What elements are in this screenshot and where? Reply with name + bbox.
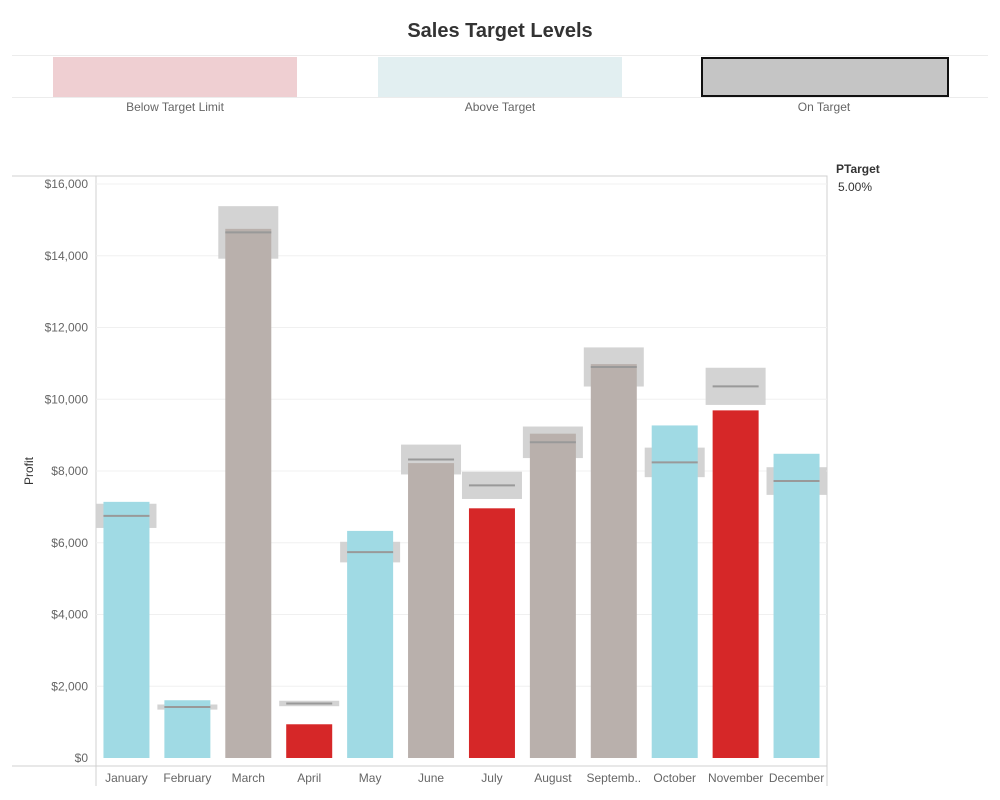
y-tick-label: $16,000 (45, 177, 89, 191)
x-tick-label: November (708, 771, 763, 785)
x-tick-label: March (232, 771, 265, 785)
parameter-name: PTarget (836, 162, 880, 176)
y-tick-label: $0 (75, 751, 89, 765)
bar (347, 530, 394, 758)
x-tick-label: August (534, 771, 572, 785)
x-tick-label: April (297, 771, 321, 785)
bar (286, 724, 333, 758)
bar (468, 508, 515, 758)
legend-label-below-target-limit: Below Target Limit (126, 100, 224, 114)
color-legend (12, 55, 988, 98)
bar (103, 501, 150, 758)
y-tick-label: $4,000 (51, 608, 88, 622)
x-tick-label: June (418, 771, 444, 785)
legend-swatch-on-target[interactable] (701, 57, 949, 97)
bar (712, 410, 759, 758)
legend-label-on-target: On Target (797, 100, 851, 114)
y-tick-label: $6,000 (51, 536, 88, 550)
parameter-value[interactable]: 5.00% (838, 180, 873, 194)
legend-label-above-target: Above Target (464, 100, 536, 114)
bar (225, 228, 272, 758)
y-tick-label: $12,000 (45, 321, 89, 335)
bar (651, 425, 698, 758)
x-tick-label: February (163, 771, 211, 785)
legend-swatch-above-target[interactable] (378, 57, 622, 97)
bar (164, 700, 211, 758)
x-tick-label: May (359, 771, 382, 785)
bar (408, 463, 455, 758)
x-tick-label: October (653, 771, 696, 785)
x-tick-label: July (481, 771, 502, 785)
y-axis-title: Profit (22, 456, 36, 485)
bar (773, 453, 820, 758)
y-tick-label: $10,000 (45, 392, 89, 406)
legend-swatch-below-target-limit[interactable] (53, 57, 297, 97)
y-tick-label: $14,000 (45, 249, 89, 263)
x-tick-label: January (105, 771, 148, 785)
chart-title: Sales Target Levels (407, 20, 593, 42)
y-tick-label: $2,000 (51, 679, 88, 693)
bar (529, 433, 576, 758)
y-tick-label: $8,000 (51, 464, 88, 478)
bar (590, 364, 637, 758)
x-tick-label: Septemb.. (586, 771, 641, 785)
x-tick-label: December (769, 771, 824, 785)
